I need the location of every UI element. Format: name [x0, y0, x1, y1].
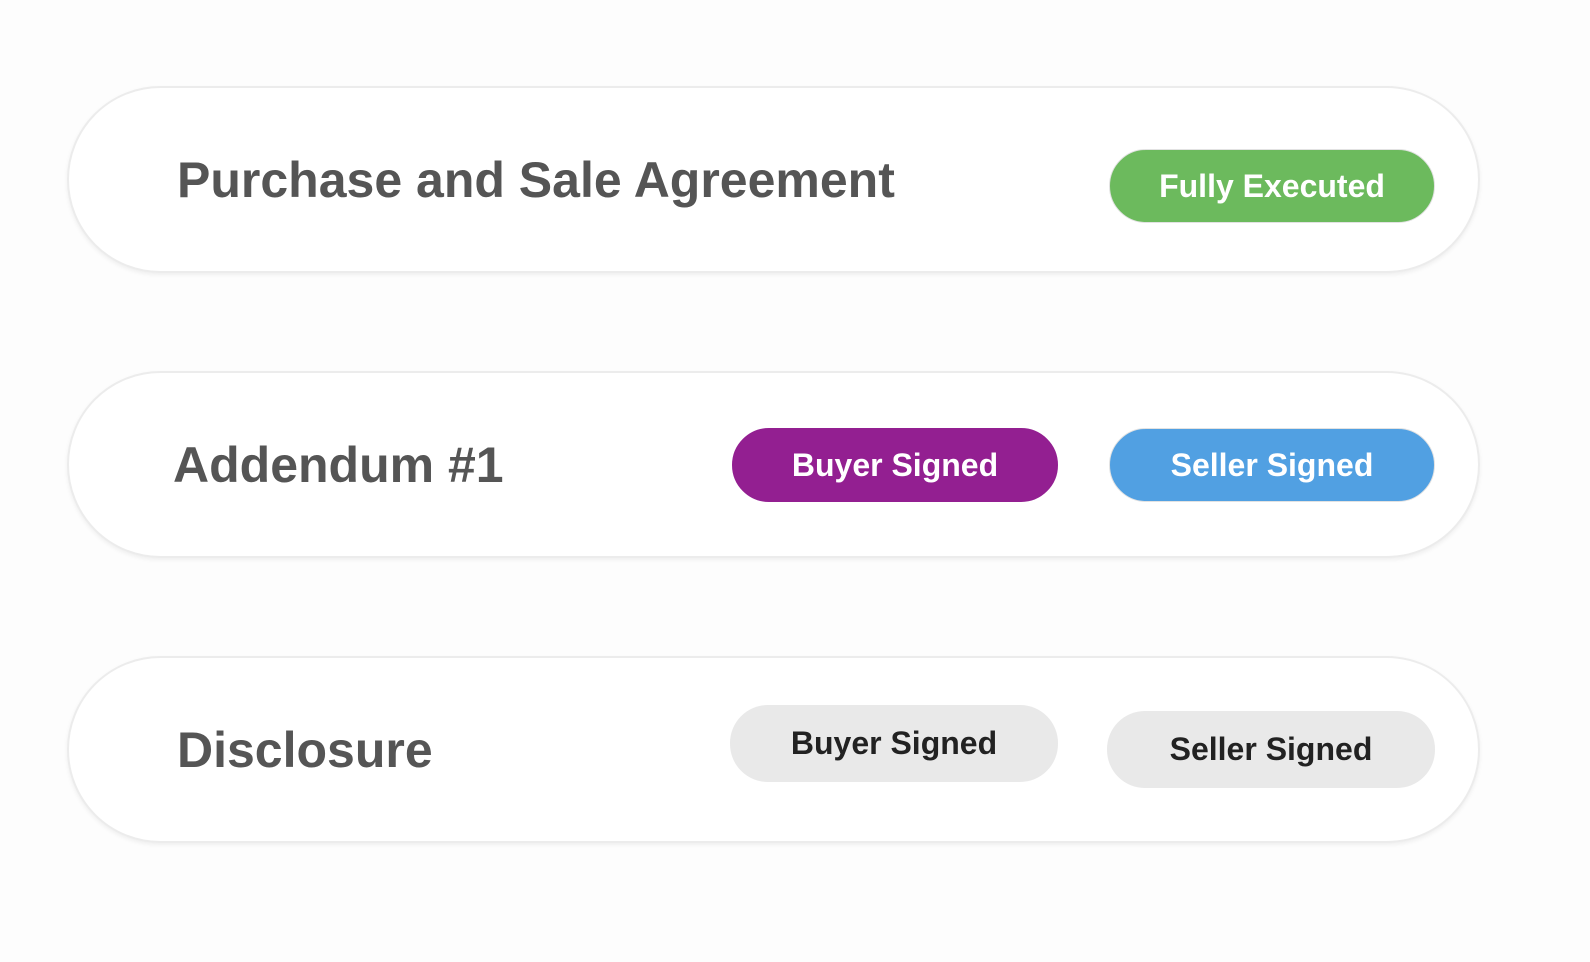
buyer-signed-badge: Buyer Signed: [732, 428, 1058, 502]
buyer-signed-badge-pending: Buyer Signed: [730, 705, 1058, 782]
fully-executed-badge: Fully Executed: [1109, 149, 1435, 223]
document-title: Purchase and Sale Agreement: [177, 151, 895, 208]
document-title: Addendum #1: [173, 436, 504, 493]
seller-signed-badge-pending: Seller Signed: [1107, 711, 1435, 788]
document-title: Disclosure: [177, 721, 433, 778]
document-card-addendum[interactable]: Addendum #1 Buyer Signed Seller Signed: [67, 371, 1480, 558]
seller-signed-badge: Seller Signed: [1109, 428, 1435, 502]
document-card-disclosure[interactable]: Disclosure Buyer Signed Seller Signed: [67, 656, 1480, 843]
document-card-purchase-agreement[interactable]: Purchase and Sale Agreement Fully Execut…: [67, 86, 1480, 273]
